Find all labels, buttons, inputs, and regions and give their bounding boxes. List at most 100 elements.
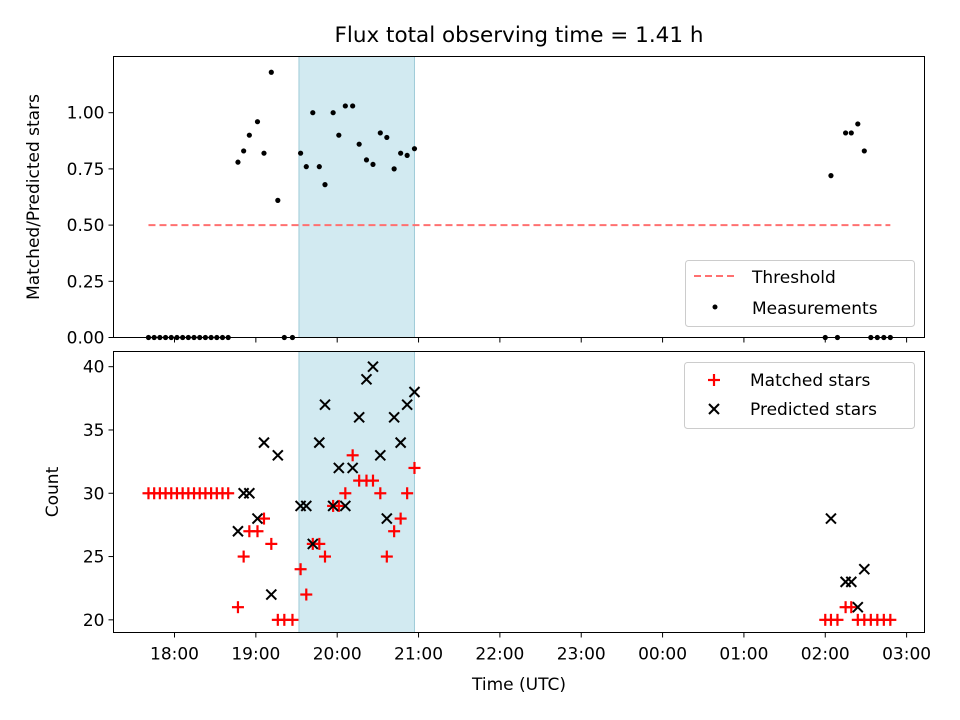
matched-stars-points [142, 449, 897, 626]
y-tick-label: 40 [83, 358, 105, 378]
predicted-star-marker [353, 411, 365, 424]
bottom-legend: Matched stars Predicted stars [684, 362, 915, 429]
matched-star-marker [374, 487, 387, 500]
matched-star-marker [318, 550, 331, 563]
measurement-point [275, 197, 281, 203]
matched-legend-swatch [708, 374, 720, 386]
matched-star-marker [257, 512, 270, 525]
predicted-star-marker [401, 398, 413, 411]
bottom-x-ticks: 18:00 19:00 20:00 21:00 22:00 23:00 00:00 01:00… [150, 632, 931, 665]
matched-star-marker [251, 525, 264, 538]
x-tick-label: 23:00 [557, 645, 606, 665]
marker-stroke [858, 563, 871, 575]
measurement-point [384, 134, 390, 141]
bottom-legend-box [684, 362, 915, 429]
marker-stroke [852, 601, 864, 613]
matched-star-marker [332, 499, 345, 512]
matched-star-marker [265, 537, 278, 550]
matched-star-marker [286, 613, 299, 626]
measurement-point [363, 157, 370, 163]
matched-star-marker [884, 613, 897, 626]
marker-stroke [232, 525, 244, 537]
matched-star-marker [222, 487, 235, 500]
matched-star-marker [366, 474, 379, 487]
top-x-ticks [174, 337, 908, 343]
matched-star-marker [237, 550, 250, 563]
marker-stroke [845, 576, 857, 588]
y-tick-label: 0.75 [67, 160, 105, 180]
measurement-point [297, 150, 304, 156]
top-highlight-span [298, 56, 415, 338]
x-tick-label: 18:00 [150, 645, 199, 665]
marker-stroke [339, 500, 352, 512]
measurement-point [316, 164, 322, 170]
marker-stroke [825, 512, 837, 525]
predicted-star-marker [327, 500, 339, 512]
threshold-legend-label: Threshold [751, 268, 836, 288]
top-axes-frame [113, 56, 925, 338]
measurement-point [261, 150, 267, 156]
bottom-y-axis-label: Count [43, 466, 63, 517]
bottom-y-ticks: 20 25 30 35 40 [83, 358, 114, 631]
y-tick-label: 30 [83, 484, 105, 504]
marker-stroke [313, 436, 326, 449]
measurement-point [848, 130, 854, 136]
marker-stroke [272, 449, 284, 461]
predicted-star-marker [394, 436, 407, 449]
measurement-point [855, 121, 861, 127]
x-tick-label: 19:00 [231, 645, 280, 665]
matched-star-marker [300, 588, 313, 601]
predicted-star-marker [243, 487, 256, 499]
matched-star-marker [339, 487, 352, 500]
matched-star-marker [346, 449, 359, 462]
predicted-star-marker [374, 449, 387, 461]
x-tick-label: 01:00 [719, 645, 768, 665]
predicted-star-marker [300, 500, 312, 512]
bottom-panel: 20 25 30 35 40 18:00 19:00 20:00 21:00 22:00 23:0… [43, 351, 931, 695]
marker-stroke [394, 436, 407, 449]
y-tick-label: 1.00 [67, 104, 105, 124]
measurement-point [391, 166, 397, 172]
predicted-star-marker [381, 512, 393, 525]
measurement-point [356, 141, 362, 147]
marker-stroke [319, 398, 331, 411]
matched-star-marker [845, 601, 858, 614]
matched-star-marker [380, 550, 393, 563]
measurement-point [303, 164, 309, 170]
top-y-ticks: 0.00 0.25 0.50 0.75 1.00 [67, 104, 114, 349]
predicted-star-marker [232, 525, 244, 537]
top-legend: Threshold Measurements [685, 260, 915, 327]
marker-stroke [401, 398, 413, 411]
x-tick-label: 00:00 [638, 645, 687, 665]
x-axis-label: Time (UTC) [471, 675, 566, 695]
marker-stroke [258, 436, 270, 449]
y-tick-label: 0.00 [67, 329, 105, 349]
predicted-stars-points [232, 360, 871, 613]
measurement-point [342, 103, 348, 109]
chart-title: Flux total observing time = 1.41 h [335, 23, 704, 48]
measurement-point [398, 150, 404, 156]
top-legend-box [685, 260, 915, 327]
predicted-legend-label: Predicted stars [750, 400, 877, 420]
matched-star-marker [408, 461, 421, 474]
marker-stroke [374, 449, 387, 461]
y-tick-label: 25 [83, 548, 105, 568]
predicted-star-marker [339, 500, 352, 512]
marker-stroke [346, 462, 359, 474]
measurement-point [310, 110, 316, 116]
marker-stroke [388, 411, 400, 424]
top-y-axis-label: Matched/Predicted stars [24, 94, 44, 300]
bottom-axes-frame [113, 351, 925, 633]
predicted-legend-swatch [708, 403, 720, 415]
matched-star-marker [394, 512, 407, 525]
x-tick-label: 03:00 [882, 645, 931, 665]
measurement-point [842, 130, 849, 136]
marker-stroke [251, 512, 264, 525]
matched-star-marker [401, 487, 414, 500]
matched-star-marker [313, 537, 326, 550]
predicted-star-marker [852, 601, 864, 613]
predicted-star-marker [825, 512, 837, 525]
measurement-point [330, 110, 336, 116]
matched-legend-label: Matched stars [750, 371, 870, 391]
